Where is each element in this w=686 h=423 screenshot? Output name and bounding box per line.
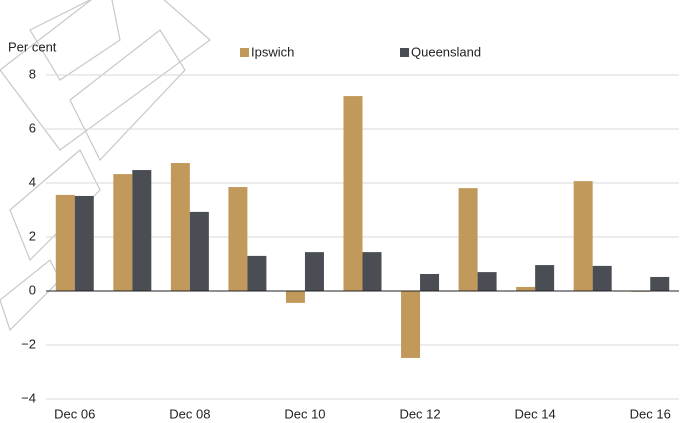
legend-label: Queensland — [411, 44, 481, 59]
x-tick-label: Dec 12 — [399, 406, 440, 421]
bar — [573, 181, 593, 291]
bar — [535, 265, 555, 291]
y-axis-label: Per cent — [8, 39, 57, 54]
x-tick-label: Dec 16 — [630, 406, 671, 421]
y-tick-label: 4 — [29, 174, 36, 189]
legend-swatch — [400, 48, 409, 57]
bar — [516, 286, 536, 291]
bar — [362, 252, 382, 291]
bar — [650, 276, 670, 291]
x-tick-label: Dec 10 — [284, 406, 325, 421]
bar — [304, 252, 324, 291]
bar — [55, 194, 75, 291]
y-tick-label: 8 — [29, 66, 36, 81]
y-tick-label: −4 — [21, 390, 36, 405]
y-tick-label: −2 — [21, 336, 36, 351]
bar — [458, 188, 478, 291]
bar — [74, 195, 94, 291]
bar — [343, 96, 363, 291]
bar — [113, 174, 133, 291]
x-tick-label: Dec 14 — [515, 406, 556, 421]
bar — [189, 211, 209, 291]
y-tick-label: 2 — [29, 228, 36, 243]
y-tick-label: 0 — [29, 282, 36, 297]
bar — [285, 291, 305, 303]
bar — [247, 255, 267, 291]
x-tick-label: Dec 08 — [169, 406, 210, 421]
x-tick-label: Dec 06 — [54, 406, 95, 421]
y-tick-label: 6 — [29, 120, 36, 135]
bar — [477, 272, 497, 291]
bar — [420, 273, 440, 291]
bar — [592, 265, 612, 291]
bar — [228, 187, 248, 291]
bar — [132, 170, 152, 291]
legend-label: Ipswich — [251, 44, 294, 59]
legend-swatch — [240, 48, 249, 57]
bar — [170, 163, 190, 291]
bar — [401, 291, 421, 358]
